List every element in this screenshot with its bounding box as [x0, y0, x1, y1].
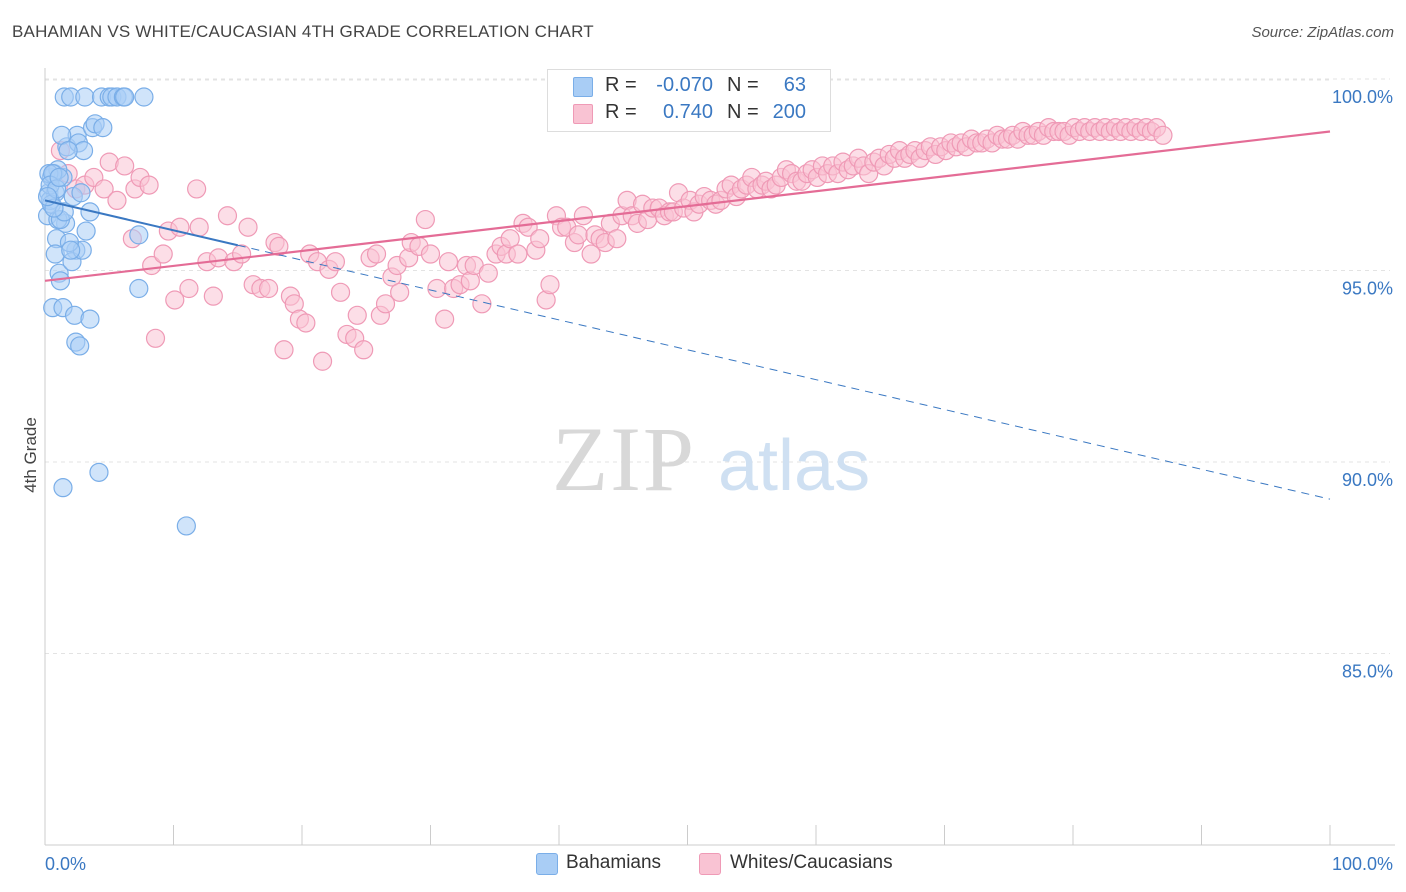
data-point: [115, 87, 135, 107]
legend-r-label: R =: [605, 101, 637, 123]
series-whites-caucasians: [50, 118, 1173, 371]
x-tick-labels: 0.0% 100.0%: [45, 854, 1393, 874]
data-point: [80, 202, 100, 222]
data-point: [115, 156, 135, 176]
legend-n-value: 200: [772, 101, 806, 123]
legend-r-value: 0.740: [662, 101, 713, 123]
data-point: [80, 309, 100, 329]
data-point: [94, 179, 114, 199]
x-tick-label: 0.0%: [45, 854, 86, 874]
data-point: [568, 225, 588, 245]
data-point: [330, 282, 351, 302]
legend-swatch-bahamians: [573, 77, 593, 97]
y-axis-label: 4th Grade: [21, 417, 40, 493]
data-point: [179, 278, 199, 299]
y-tick-label: 95.0%: [1342, 279, 1393, 299]
data-point: [153, 244, 173, 264]
legend-n-label: N =: [727, 101, 759, 123]
legend-r-label: R =: [605, 74, 637, 96]
data-point: [165, 290, 185, 310]
legend-row-bahamians: R = -0.070 N = 63: [548, 74, 830, 100]
data-point: [53, 478, 73, 498]
y-tick-label: 85.0%: [1342, 662, 1393, 682]
legend-n-value: 63: [783, 74, 806, 96]
data-point: [187, 179, 207, 199]
data-point: [176, 516, 196, 536]
data-point: [70, 336, 90, 356]
data-point: [232, 244, 252, 264]
trend-line-whites: [44, 130, 1331, 282]
data-point: [75, 87, 95, 107]
legend-row-whites: R = 0.740 N = 200: [548, 101, 830, 127]
data-point: [238, 217, 258, 237]
legend-label-bahamians: Bahamians: [566, 852, 662, 873]
watermark-zip: ZIP: [552, 408, 696, 510]
data-point: [438, 252, 459, 272]
data-point: [366, 244, 387, 264]
data-point: [518, 217, 538, 237]
data-point: [530, 229, 550, 249]
data-point: [134, 87, 154, 107]
data-point: [49, 167, 69, 188]
data-point: [435, 309, 455, 329]
data-point: [189, 217, 209, 237]
data-point: [269, 236, 289, 256]
data-point: [1153, 125, 1173, 145]
trend-line-bahamians-projection: [237, 244, 1331, 500]
data-point: [500, 229, 520, 249]
data-point: [61, 240, 81, 260]
data-point: [71, 183, 91, 203]
data-point: [93, 118, 113, 138]
data-point: [478, 263, 498, 283]
data-point: [415, 209, 435, 230]
data-point: [89, 462, 109, 482]
series-legend: Bahamians Whites/Caucasians: [0, 852, 1406, 878]
data-point: [129, 278, 149, 299]
grid-lines: [45, 78, 1390, 654]
y-tick-label: 90.0%: [1342, 470, 1393, 490]
data-point: [312, 351, 333, 371]
y-tick-label: 100.0%: [1332, 87, 1393, 107]
correlation-legend: R = -0.070 N = 63 R = 0.740 N = 200: [547, 69, 831, 132]
legend-n-label: N =: [727, 74, 759, 96]
data-point: [354, 340, 374, 360]
data-point: [58, 141, 78, 161]
trend-line-bahamians: [44, 199, 238, 247]
data-point: [375, 294, 396, 314]
legend-swatch-whites: [699, 853, 721, 875]
data-point: [139, 175, 159, 195]
data-point: [107, 190, 127, 211]
source-label: Source: ZipAtlas.com: [1251, 24, 1394, 41]
chart-title: BAHAMIAN VS WHITE/CAUCASIAN 4TH GRADE CO…: [12, 22, 594, 41]
legend-r-value: -0.070: [656, 74, 713, 96]
series-bahamians: [37, 87, 196, 536]
data-point: [145, 328, 166, 348]
data-point: [427, 278, 447, 299]
data-point: [325, 252, 346, 272]
data-point: [258, 278, 279, 299]
data-point: [508, 244, 528, 264]
legend-swatch-bahamians: [536, 853, 558, 875]
data-point: [607, 229, 627, 249]
data-point: [420, 244, 441, 264]
data-point: [217, 206, 238, 226]
x-tick-label: 100.0%: [1332, 854, 1393, 874]
legend-swatch-whites: [573, 104, 593, 124]
data-point: [347, 305, 367, 325]
data-point: [76, 221, 96, 241]
data-point: [540, 275, 560, 295]
zipatlas-watermark: ZIP atlas: [552, 408, 870, 510]
trend-lines: [44, 130, 1331, 500]
y-tick-labels: 100.0% 95.0% 90.0% 85.0%: [1332, 87, 1393, 682]
data-point: [203, 286, 223, 306]
data-point: [274, 340, 294, 360]
data-point: [390, 282, 410, 302]
data-point: [573, 206, 594, 226]
data-point: [296, 313, 316, 333]
legend-label-whites: Whites/Caucasians: [730, 852, 893, 873]
watermark-atlas: atlas: [718, 426, 870, 506]
data-point: [129, 225, 149, 245]
data-point: [581, 244, 601, 264]
